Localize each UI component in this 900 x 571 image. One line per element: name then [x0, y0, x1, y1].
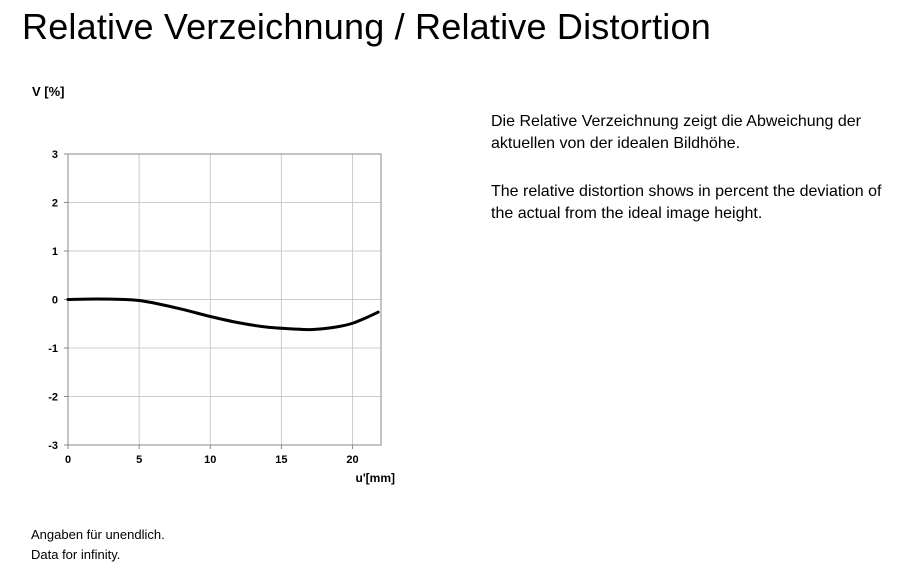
x-tick-label: 10 — [204, 454, 216, 466]
y-tick-label: -2 — [48, 392, 58, 404]
y-tick-labels: 3 2 1 0 -1 -2 -3 — [48, 149, 68, 452]
x-tick-label: 0 — [65, 454, 71, 466]
y-tick-label: -1 — [48, 343, 58, 355]
x-tick-label: 15 — [275, 454, 287, 466]
series-layer — [66, 297, 380, 332]
x-tick-labels: 0 5 10 15 20 — [65, 445, 359, 466]
footnote-english: Data for infinity. — [31, 547, 121, 562]
footnote-german: Angaben für unendlich. — [31, 527, 165, 542]
x-tick-label: 20 — [346, 454, 358, 466]
description-english: The relative distortion shows in percent… — [491, 183, 882, 222]
distortion-series-line-0 — [66, 297, 380, 332]
y-tick-label: 1 — [52, 246, 58, 258]
x-tick-label: 5 — [136, 454, 142, 466]
y-tick-label: 0 — [52, 295, 58, 307]
x-axis-label: u'[mm] — [355, 471, 395, 485]
description-german: Die Relative Verzeichnung zeigt die Abwe… — [491, 113, 862, 152]
y-tick-label: 3 — [52, 149, 58, 161]
y-tick-label: 2 — [52, 198, 58, 210]
y-axis-label: V [%] — [32, 84, 65, 99]
page-title: Relative Verzeichnung / Relative Distort… — [22, 6, 711, 47]
y-tick-label: -3 — [48, 440, 58, 452]
